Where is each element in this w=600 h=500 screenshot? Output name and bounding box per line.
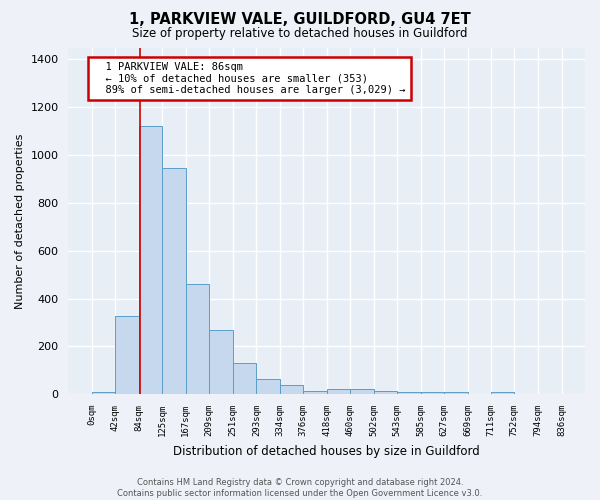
Bar [303,390,327,394]
Bar [491,392,514,394]
Bar [162,168,185,394]
Bar [233,363,256,394]
Text: 1, PARKVIEW VALE, GUILDFORD, GU4 7ET: 1, PARKVIEW VALE, GUILDFORD, GU4 7ET [129,12,471,28]
Bar [185,284,209,394]
Bar [256,378,280,394]
Bar [397,392,421,394]
X-axis label: Distribution of detached houses by size in Guildford: Distribution of detached houses by size … [173,444,480,458]
Bar [350,390,374,394]
Bar [421,392,444,394]
Bar [444,392,468,394]
Text: 1 PARKVIEW VALE: 86sqm
  ← 10% of detached houses are smaller (353)
  89% of sem: 1 PARKVIEW VALE: 86sqm ← 10% of detached… [93,62,406,95]
Bar [209,330,233,394]
Text: Size of property relative to detached houses in Guildford: Size of property relative to detached ho… [132,28,468,40]
Bar [374,392,397,394]
Bar [327,390,350,394]
Bar [139,126,162,394]
Bar [280,384,303,394]
Bar [92,392,115,394]
Y-axis label: Number of detached properties: Number of detached properties [15,133,25,308]
Text: Contains HM Land Registry data © Crown copyright and database right 2024.
Contai: Contains HM Land Registry data © Crown c… [118,478,482,498]
Bar [115,316,139,394]
